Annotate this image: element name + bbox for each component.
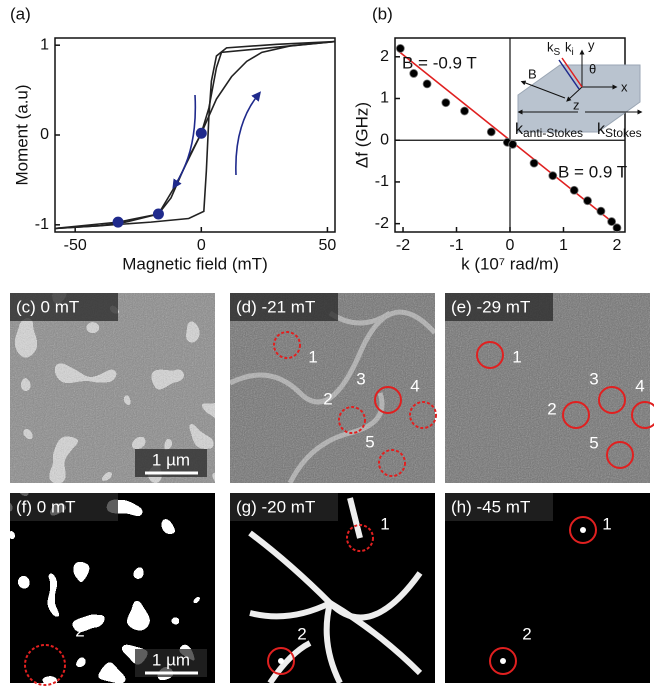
x-tick-label: -50 (64, 237, 87, 254)
image-label: (d) -21 mT (236, 297, 315, 316)
x-tick-label: -2 (396, 237, 410, 254)
annotation: B = -0.9 T (402, 53, 477, 72)
y-axis-label: Moment (a.u) (12, 84, 31, 185)
figure: (a)-50050-101Magnetic field (mT)Moment (… (0, 0, 654, 687)
image-label: (f) 0 mT (16, 497, 76, 516)
inset-label-sub: i (572, 47, 574, 58)
scale-bar-label: 1 µm (152, 450, 190, 469)
inset-label: kStokes (597, 121, 642, 140)
inset-label: x (621, 79, 628, 94)
x-tick-label: 0 (506, 237, 515, 254)
inset-label: ki (565, 39, 574, 57)
y-tick-label: 1 (380, 90, 389, 107)
data-point (396, 44, 404, 52)
image-label: (c) 0 mT (16, 297, 79, 316)
hysteresis-curve (55, 42, 335, 229)
x-tick-label: -1 (449, 237, 463, 254)
data-point (613, 224, 621, 232)
y-tick-label: -1 (375, 173, 389, 190)
y-axis-label: Δf (GHz) (352, 102, 371, 168)
inset-label-sub: S (554, 47, 561, 58)
image-panel: (e) -29 mT 1 2 3 4 5 (445, 293, 654, 483)
marker-number: 5 (589, 433, 598, 452)
domain-image (445, 493, 650, 683)
y-tick-label: 2 (380, 48, 389, 65)
hysteresis-curve (55, 42, 335, 229)
skyrmion (580, 527, 586, 533)
panel-label: (a) (10, 4, 31, 23)
marker-number: 2 (323, 389, 332, 408)
inset-label: B (528, 66, 537, 81)
skyrmion (500, 658, 506, 664)
marker-number: 1 (380, 514, 389, 533)
panel-label: (b) (372, 4, 393, 23)
marker-number: 4 (635, 376, 644, 395)
annotation: B = 0.9 T (558, 162, 627, 181)
x-tick-label: 0 (197, 237, 206, 254)
marker-number: 2 (522, 624, 531, 643)
inset-label-sub: anti-Stokes (523, 126, 583, 140)
y-tick-label: 0 (40, 126, 49, 143)
noise (445, 293, 650, 483)
x-axis-label: Magnetic field (mT) (122, 254, 267, 273)
y-tick-label: 0 (380, 131, 389, 148)
data-point (584, 197, 592, 205)
scale-bar-label: 1 µm (152, 650, 190, 669)
skyrmion (278, 658, 284, 664)
image-panel: (d) -21 mT 1 2 3 4 5 (230, 293, 436, 483)
hysteresis-curve (55, 42, 335, 229)
image-body (230, 493, 435, 683)
image-panel: (h) -45 mT 1 2 (445, 493, 650, 683)
noise (230, 293, 435, 483)
marker-number: 5 (365, 432, 374, 451)
data-point (442, 99, 450, 107)
image-body (445, 493, 650, 683)
image-body (230, 293, 435, 483)
image-label: (g) -20 mT (236, 497, 315, 516)
inset-label: θ (589, 61, 596, 76)
data-point (487, 128, 495, 136)
y-tick-label: 1 (40, 36, 49, 53)
data-point (597, 207, 605, 215)
state-point (153, 209, 164, 220)
marker-number: 2 (75, 621, 84, 640)
x-tick-label: 1 (559, 237, 568, 254)
data-point (509, 140, 517, 148)
x-axis-label: k (10⁷ rad/m) (461, 254, 559, 273)
inset-label: z (573, 97, 580, 112)
marker-number: 2 (297, 624, 306, 643)
image-label: (h) -45 mT (451, 497, 530, 516)
marker-number: 3 (589, 369, 598, 388)
data-point (570, 186, 578, 194)
inset-label-sub: Stokes (605, 126, 642, 140)
data-point (549, 172, 557, 180)
marker-number: 1 (602, 514, 611, 533)
marker-number: 3 (356, 369, 365, 388)
sweep-arrow (236, 95, 258, 175)
image-panel: (f) 0 mT 1 µm 2 (10, 493, 215, 685)
y-tick-label: -1 (35, 216, 49, 233)
inset-label: y (588, 37, 595, 52)
y-tick-label: -2 (375, 215, 389, 232)
image-panel: (g) -20 mT 1 2 (230, 493, 435, 683)
sweep-arrow (175, 95, 195, 185)
marker-number: 1 (512, 347, 521, 366)
data-point (423, 80, 431, 88)
marker-number: 2 (547, 399, 556, 418)
marker-number: 4 (410, 376, 419, 395)
image-panel: (c) 0 mT 1 µm (10, 293, 215, 483)
state-point (196, 128, 207, 139)
x-tick-label: 50 (319, 237, 337, 254)
x-tick-label: 2 (613, 237, 622, 254)
data-point (530, 159, 538, 167)
plot-frame (55, 38, 335, 232)
image-body (445, 293, 650, 483)
inset-label: kS (547, 39, 561, 57)
state-point (113, 217, 124, 228)
marker-number: 1 (308, 347, 317, 366)
data-point (461, 107, 469, 115)
image-label: (e) -29 mT (451, 297, 530, 316)
